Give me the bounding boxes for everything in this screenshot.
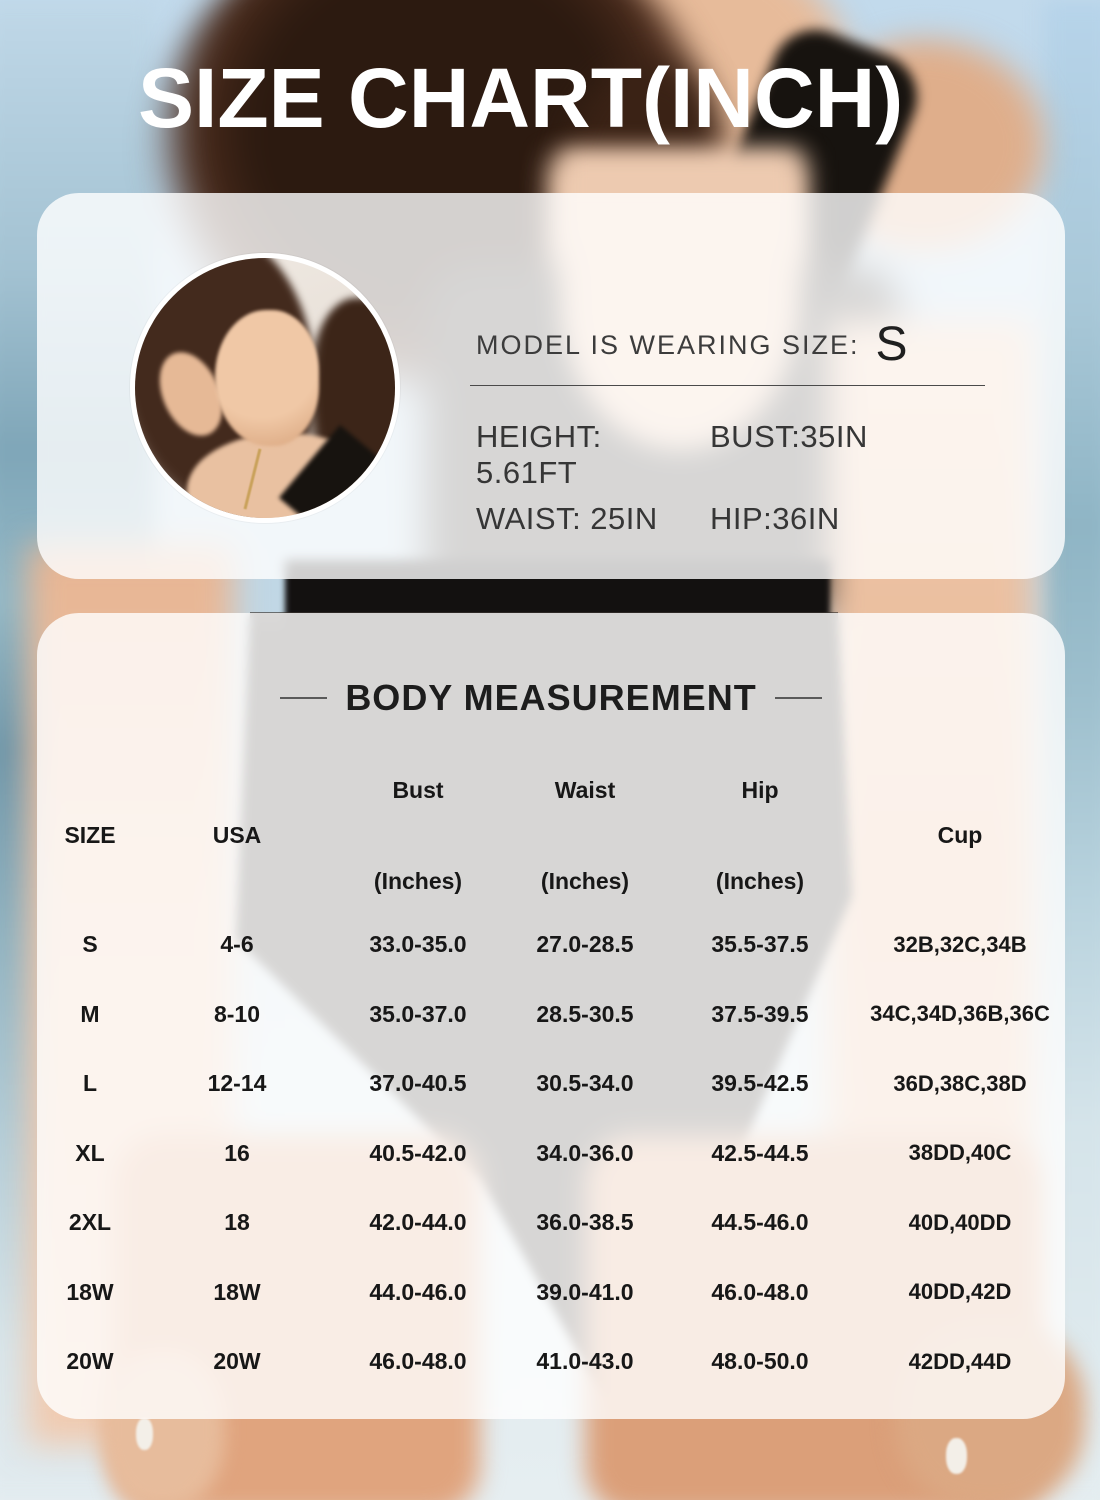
model-info-panel: MODEL IS WEARING SIZE: S HEIGHT: 5.61FT …: [37, 193, 1065, 579]
cell-usa: 18: [224, 1209, 250, 1236]
header-bust-unit: (Inches): [373, 868, 463, 894]
model-wearing-row: MODEL IS WEARING SIZE: S: [476, 321, 908, 369]
table-header: SIZE USA Bust (Inches) Waist (Inches) Hi…: [37, 763, 1065, 895]
table-row-xl: XL 16 40.5-42.0 34.0-36.0 42.5-44.5 38DD…: [37, 1119, 1065, 1189]
model-photo: [130, 253, 400, 523]
cell-cup: 34C,34D,36B,36C: [870, 1001, 1050, 1027]
cell-usa: 12-14: [207, 1070, 267, 1097]
cell-cup: 40DD,42D: [908, 1279, 1012, 1305]
cell-size: L: [82, 1070, 98, 1097]
cell-waist: 41.0-43.0: [536, 1348, 634, 1375]
header-usa: USA: [212, 821, 262, 848]
table-row-2xl: 2XL 18 42.0-44.0 36.0-38.5 44.5-46.0 40D…: [37, 1188, 1065, 1258]
cell-size: 20W: [66, 1348, 114, 1375]
header-cup: Cup: [937, 821, 983, 848]
section-title-text: BODY MEASUREMENT: [345, 677, 757, 718]
cell-hip: 42.5-44.5: [711, 1139, 809, 1166]
table-row-18w: 18W 18W 44.0-46.0 39.0-41.0 46.0-48.0 40…: [37, 1258, 1065, 1328]
model-wearing-size: S: [875, 318, 908, 371]
fingernail: [946, 1438, 967, 1474]
cell-usa: 4-6: [220, 931, 254, 958]
header-size: SIZE: [64, 821, 116, 848]
divider-line: [470, 385, 985, 386]
cell-cup: 42DD,44D: [908, 1348, 1012, 1374]
cell-size: 18W: [66, 1278, 114, 1305]
dash-left: [280, 697, 328, 699]
cell-bust: 35.0-37.0: [369, 1000, 467, 1027]
cell-bust: 37.0-40.5: [369, 1070, 467, 1097]
cell-waist: 27.0-28.5: [536, 931, 634, 958]
cell-waist: 30.5-34.0: [536, 1070, 634, 1097]
cell-cup: 36D,38C,38D: [893, 1070, 1027, 1096]
cell-hip: 46.0-48.0: [711, 1278, 809, 1305]
model-height: HEIGHT: 5.61FT: [476, 419, 602, 490]
cell-bust: 42.0-44.0: [369, 1209, 467, 1236]
cell-waist: 36.0-38.5: [536, 1209, 634, 1236]
table-row-l: L 12-14 37.0-40.5 30.5-34.0 39.5-42.5 36…: [37, 1049, 1065, 1119]
measurement-panel: BODY MEASUREMENT SIZE USA Bust (Inches) …: [37, 613, 1065, 1419]
section-title: BODY MEASUREMENT: [37, 677, 1065, 719]
cell-cup: 32B,32C,34B: [893, 931, 1027, 957]
cell-size: S: [82, 931, 98, 958]
cell-cup: 38DD,40C: [908, 1140, 1012, 1166]
model-hip: HIP:36IN: [710, 501, 840, 536]
cell-bust: 40.5-42.0: [369, 1139, 467, 1166]
model-stats: HEIGHT: 5.61FT BUST:35IN WAIST: 25IN HIP…: [476, 419, 868, 537]
cell-usa: 18W: [213, 1278, 261, 1305]
model-wearing-label: MODEL IS WEARING SIZE:: [476, 329, 860, 360]
cell-size: 2XL: [68, 1209, 112, 1236]
cell-usa: 16: [224, 1139, 250, 1166]
cell-hip: 48.0-50.0: [711, 1348, 809, 1375]
dash-right: [774, 697, 822, 699]
cell-hip: 37.5-39.5: [711, 1000, 809, 1027]
header-hip: Hip (Inches): [665, 775, 855, 895]
header-waist-unit: (Inches): [540, 868, 630, 894]
cell-waist: 34.0-36.0: [536, 1139, 634, 1166]
page-title: SIZE CHART(INCH): [138, 51, 904, 145]
model-waist: WAIST: 25IN: [476, 501, 658, 536]
header-waist-label: Waist: [554, 777, 616, 803]
header-waist: Waist (Inches): [505, 775, 665, 895]
fingernail: [136, 1418, 153, 1450]
cell-usa: 8-10: [213, 1000, 261, 1027]
size-table: SIZE USA Bust (Inches) Waist (Inches) Hi…: [37, 763, 1065, 1397]
table-body: S 4-6 33.0-35.0 27.0-28.5 35.5-37.5 32B,…: [37, 910, 1065, 1397]
header-bust: Bust (Inches): [331, 775, 505, 895]
cell-size: M: [80, 1000, 100, 1027]
table-row-m: M 8-10 35.0-37.0 28.5-30.5 37.5-39.5 34C…: [37, 980, 1065, 1050]
model-bust: BUST:35IN: [710, 419, 868, 454]
cell-bust: 33.0-35.0: [369, 931, 467, 958]
header-bust-label: Bust: [392, 777, 444, 803]
cell-hip: 35.5-37.5: [711, 931, 809, 958]
table-row-20w: 20W 20W 46.0-48.0 41.0-43.0 48.0-50.0 42…: [37, 1327, 1065, 1397]
table-row-s: S 4-6 33.0-35.0 27.0-28.5 35.5-37.5 32B,…: [37, 910, 1065, 980]
header-hip-label: Hip: [741, 777, 779, 803]
cell-hip: 39.5-42.5: [711, 1070, 809, 1097]
cell-waist: 28.5-30.5: [536, 1000, 634, 1027]
cell-bust: 44.0-46.0: [369, 1278, 467, 1305]
cell-hip: 44.5-46.0: [711, 1209, 809, 1236]
cell-cup: 40D,40DD: [908, 1209, 1012, 1235]
cell-bust: 46.0-48.0: [369, 1348, 467, 1375]
cell-usa: 20W: [213, 1348, 261, 1375]
cell-waist: 39.0-41.0: [536, 1278, 634, 1305]
header-hip-unit: (Inches): [715, 868, 805, 894]
cell-size: XL: [75, 1139, 105, 1166]
photo-face: [215, 310, 319, 446]
